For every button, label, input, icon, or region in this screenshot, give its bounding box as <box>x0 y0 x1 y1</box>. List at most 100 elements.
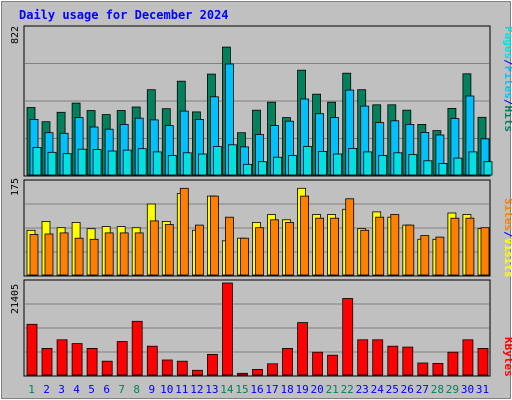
sites-bar-day-25 <box>390 214 400 276</box>
pages-bar-day-22 <box>348 147 358 176</box>
kbytes-bar-day-27 <box>417 362 429 376</box>
sites-bar-day-10 <box>164 224 174 276</box>
y-axis-max-label: 822 <box>10 26 21 44</box>
pages-bar-day-5 <box>92 149 102 176</box>
kbytes-bar-day-1 <box>26 323 38 376</box>
kbytes-bar-day-31 <box>477 347 489 376</box>
legend-item: / <box>502 59 512 66</box>
chart-title: Daily usage for December 2024 <box>19 8 229 22</box>
x-tick-label-day-28: 28 <box>431 383 444 396</box>
pages-bar-day-7 <box>122 149 132 176</box>
sites-bar-day-4 <box>74 237 84 276</box>
pages-bar-day-14 <box>227 144 237 176</box>
sites-bar-day-17 <box>270 219 279 276</box>
kbytes-bar-day-6 <box>101 360 113 376</box>
kbytes-bar-day-13 <box>206 353 218 376</box>
sites-bar-day-9 <box>149 220 159 276</box>
pages-bar-day-3 <box>62 153 72 176</box>
sites-bar-day-7 <box>119 232 129 276</box>
pages-bar-day-29 <box>453 157 463 176</box>
kbytes-bar-day-28 <box>432 362 444 376</box>
x-tick-label-day-19: 19 <box>295 383 308 396</box>
x-tick-label-day-25: 25 <box>386 383 399 396</box>
x-tick-label-day-3: 3 <box>58 383 65 396</box>
pages-bar-day-18 <box>288 155 297 176</box>
x-tick-label-day-29: 29 <box>446 383 459 396</box>
pages-bar-day-31 <box>483 161 493 176</box>
legend-item: / <box>502 99 512 106</box>
x-axis-day-labels: 1 2 3 4 5 6 7 8 9 10 11 12 13 14 15 16 17 18 19 20 21 22 23 24 2… <box>28 383 489 396</box>
pages-bar-day-30 <box>468 151 478 176</box>
pages-bar-day-28 <box>438 163 448 176</box>
pages-bar-day-23 <box>363 151 373 176</box>
sites-bar-day-29 <box>450 217 460 276</box>
sites-bar-day-31 <box>480 227 490 276</box>
kbytes-bar-day-21 <box>327 354 339 376</box>
kbytes-bar-day-25 <box>387 345 399 376</box>
sites-bar-day-1 <box>29 234 39 276</box>
x-tick-label-day-2: 2 <box>43 383 50 396</box>
legend: Sites/Visits <box>502 198 512 278</box>
sites-bar-day-16 <box>255 227 264 276</box>
sites-bar-day-11 <box>179 187 189 276</box>
legend-item: / <box>502 231 512 238</box>
x-tick-label-day-11: 11 <box>175 383 188 396</box>
x-tick-label-day-27: 27 <box>416 383 429 396</box>
x-tick-label-day-17: 17 <box>265 383 278 396</box>
legend: Pages/Files/Hits <box>502 26 512 132</box>
x-tick-label-day-10: 10 <box>160 383 173 396</box>
pages-bar-day-4 <box>77 148 87 176</box>
x-tick-label-day-21: 21 <box>326 383 339 396</box>
x-tick-label-day-6: 6 <box>103 383 110 396</box>
panel-frame <box>23 179 491 277</box>
pages-bar-day-26 <box>408 154 418 176</box>
x-tick-label-day-31: 31 <box>476 383 489 396</box>
sites-bar-day-2 <box>44 233 54 276</box>
x-tick-label-day-9: 9 <box>148 383 155 396</box>
legend-item: KBytes <box>502 337 512 377</box>
panel-kbytes: 21405 KBytes <box>10 279 512 377</box>
kbytes-bar-day-7 <box>116 341 128 376</box>
y-axis-max-label: 21405 <box>10 284 21 314</box>
kbytes-bar-day-20 <box>312 351 324 376</box>
pages-bar-day-21 <box>333 153 343 176</box>
sites-bar-day-24 <box>375 216 385 276</box>
x-tick-label-day-14: 14 <box>220 383 234 396</box>
kbytes-bar-day-18 <box>282 347 293 376</box>
kbytes-bar-day-12 <box>191 369 203 376</box>
pages-bar-day-25 <box>393 152 403 176</box>
kbytes-bar-day-2 <box>41 347 53 376</box>
panel-hits-files-pages: 822 Pages/Files/Hits <box>10 25 512 177</box>
x-tick-label-day-30: 30 <box>461 383 474 396</box>
kbytes-bar-day-11 <box>176 360 188 376</box>
pages-bar-day-10 <box>167 155 177 176</box>
panel-frame <box>23 25 491 177</box>
pages-bar-day-8 <box>137 148 147 176</box>
sites-bar-day-18 <box>285 221 294 276</box>
pages-bar-day-20 <box>318 150 328 176</box>
sites-bar-day-12 <box>194 224 204 276</box>
x-tick-label-day-18: 18 <box>280 383 293 396</box>
bars <box>26 187 490 276</box>
sites-bar-day-30 <box>465 217 475 276</box>
legend: KBytes <box>502 337 512 377</box>
x-tick-label-day-8: 8 <box>133 383 140 396</box>
x-tick-label-day-5: 5 <box>88 383 95 396</box>
pages-bar-day-2 <box>47 151 57 176</box>
sites-bar-day-22 <box>345 198 355 276</box>
x-tick-label-day-22: 22 <box>341 383 354 396</box>
legend-item: Sites <box>502 198 512 231</box>
sites-bar-day-21 <box>330 217 340 276</box>
x-tick-label-day-1: 1 <box>28 383 35 396</box>
kbytes-bar-day-4 <box>71 343 83 376</box>
sites-bar-day-20 <box>315 217 325 276</box>
kbytes-bar-day-5 <box>86 347 98 376</box>
kbytes-bar-day-8 <box>131 320 143 376</box>
sites-bar-day-26 <box>405 224 415 276</box>
pages-bar-day-16 <box>258 161 267 176</box>
sites-bar-day-23 <box>360 229 370 276</box>
x-tick-label-day-24: 24 <box>371 383 385 396</box>
x-tick-label-day-26: 26 <box>401 383 414 396</box>
